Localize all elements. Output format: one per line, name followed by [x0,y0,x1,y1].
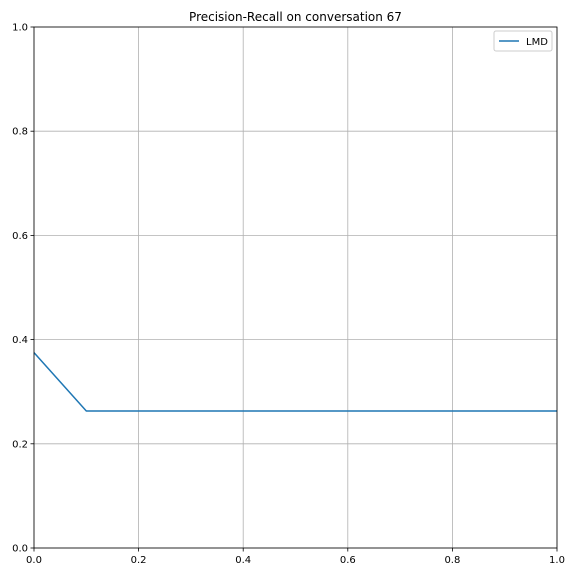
y-tick-label: 1.0 [12,23,28,34]
x-tick-label: 0.0 [26,555,42,566]
x-tick-label: 0.2 [131,555,147,566]
series-layer [33,352,557,412]
series-line-lmd [33,352,557,412]
x-tick-label: 0.4 [235,555,251,566]
legend: LMD [493,30,553,52]
legend-label: LMD [526,37,548,48]
ticks: 0.0 0.2 0.4 0.6 0.8 1.0 0.0 0.2 0.4 0.6 0.8 1.0 [12,23,565,567]
y-tick-label: 0.6 [12,231,28,242]
x-tick-label: 0.6 [340,555,356,566]
plot-frame [33,26,558,549]
y-tick-label: 0.0 [12,544,28,555]
y-tick-label: 0.8 [12,127,28,138]
x-tick-label: 1.0 [549,555,565,566]
y-tick-label: 0.2 [12,439,28,450]
y-tick-label: 0.4 [12,335,28,346]
legend-box [493,30,553,52]
x-tick-label: 0.8 [444,555,460,566]
chart-title: Precision-Recall on conversation 67 [189,10,402,24]
